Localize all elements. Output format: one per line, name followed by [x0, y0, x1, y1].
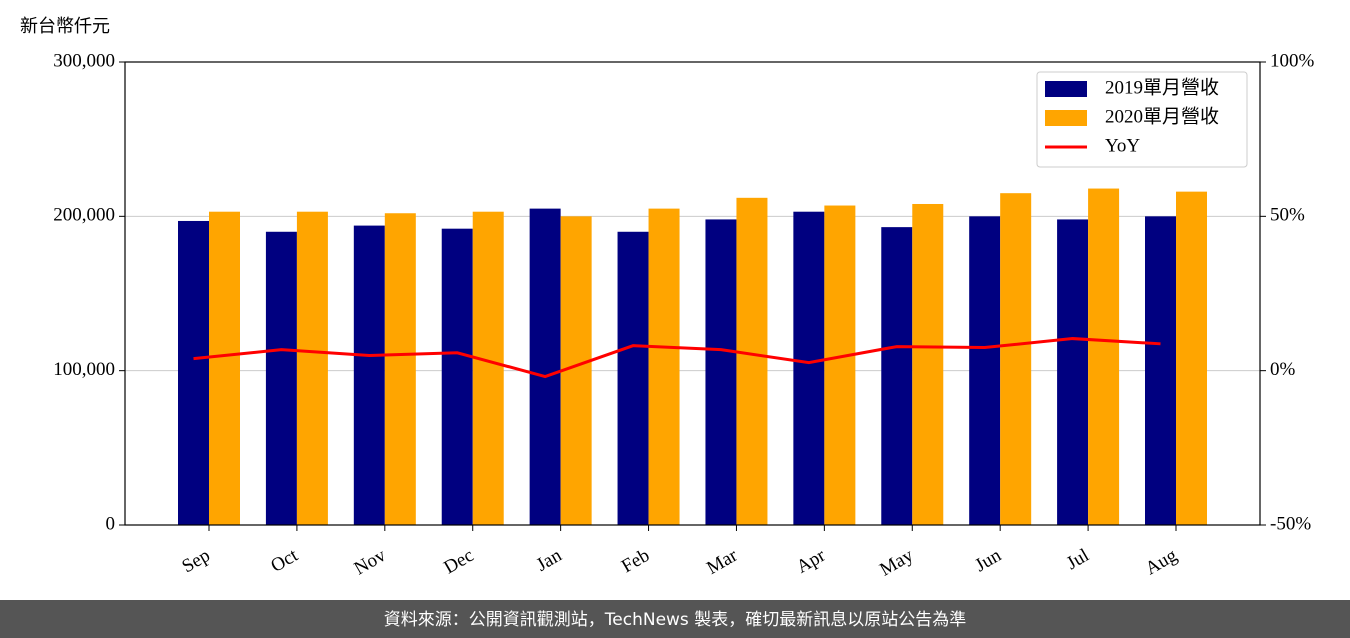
x-tick-label: Aug — [1142, 545, 1181, 580]
bar — [881, 227, 913, 526]
footer-bar — [0, 600, 1350, 638]
bar — [1176, 191, 1207, 525]
x-tick-label: Dec — [440, 545, 477, 578]
x-tick-label: Oct — [267, 545, 302, 577]
y-tick-label: 200,000 — [53, 205, 115, 226]
x-tick-label: Apr — [793, 545, 830, 578]
legend-swatch — [1045, 81, 1087, 97]
x-tick-label: Jan — [533, 545, 566, 576]
bar — [736, 197, 768, 525]
bar — [209, 211, 240, 525]
y-tick-label: 100,000 — [53, 359, 115, 380]
line — [193, 337, 1161, 379]
bar — [1145, 216, 1176, 526]
bar — [265, 231, 297, 525]
bar — [178, 220, 209, 526]
y-axis-label: 新台幣仟元 — [20, 16, 110, 37]
y2-tick-label: -50% — [1270, 513, 1311, 534]
bar — [296, 211, 328, 525]
legend-label: YoY — [1105, 135, 1140, 156]
x-tick-label: Nov — [351, 545, 390, 580]
x-tick-label: Jun — [971, 545, 1005, 577]
footer-text: 資料來源：公開資訊觀測站，TechNews 製表，確切最新訊息以原站公告為準 — [384, 610, 966, 630]
legend-swatch — [1045, 110, 1087, 126]
x-tick-label: Jul — [1063, 545, 1093, 574]
legend-box — [1036, 71, 1248, 168]
x-tick-label: Sep — [178, 545, 213, 577]
legend-label: 2020單月營收 — [1105, 105, 1219, 127]
plot-frame — [124, 61, 1261, 526]
y-tick-label: 300,000 — [53, 50, 115, 71]
bar — [1057, 219, 1089, 526]
legend-label: 2019單月營收 — [1105, 76, 1219, 98]
bar — [912, 203, 944, 525]
bar — [529, 208, 561, 525]
x-tick-label: Mar — [703, 545, 741, 579]
y2-tick-label: 100% — [1270, 50, 1315, 71]
bar — [353, 225, 385, 526]
bar — [472, 211, 504, 525]
bar — [793, 211, 825, 525]
y-tick-label: 0 — [106, 513, 116, 534]
bar — [1088, 188, 1120, 525]
x-tick-label: Feb — [618, 545, 653, 577]
x-tick-label: May — [876, 545, 917, 581]
y2-tick-label: 50% — [1270, 205, 1305, 226]
bar — [441, 228, 473, 525]
bar — [969, 216, 1001, 526]
bar — [705, 219, 737, 526]
y2-tick-label: 0% — [1270, 359, 1296, 380]
bar — [824, 205, 856, 525]
bar — [1000, 193, 1032, 525]
bar — [617, 231, 649, 525]
bar — [648, 208, 680, 525]
bar — [384, 213, 416, 525]
